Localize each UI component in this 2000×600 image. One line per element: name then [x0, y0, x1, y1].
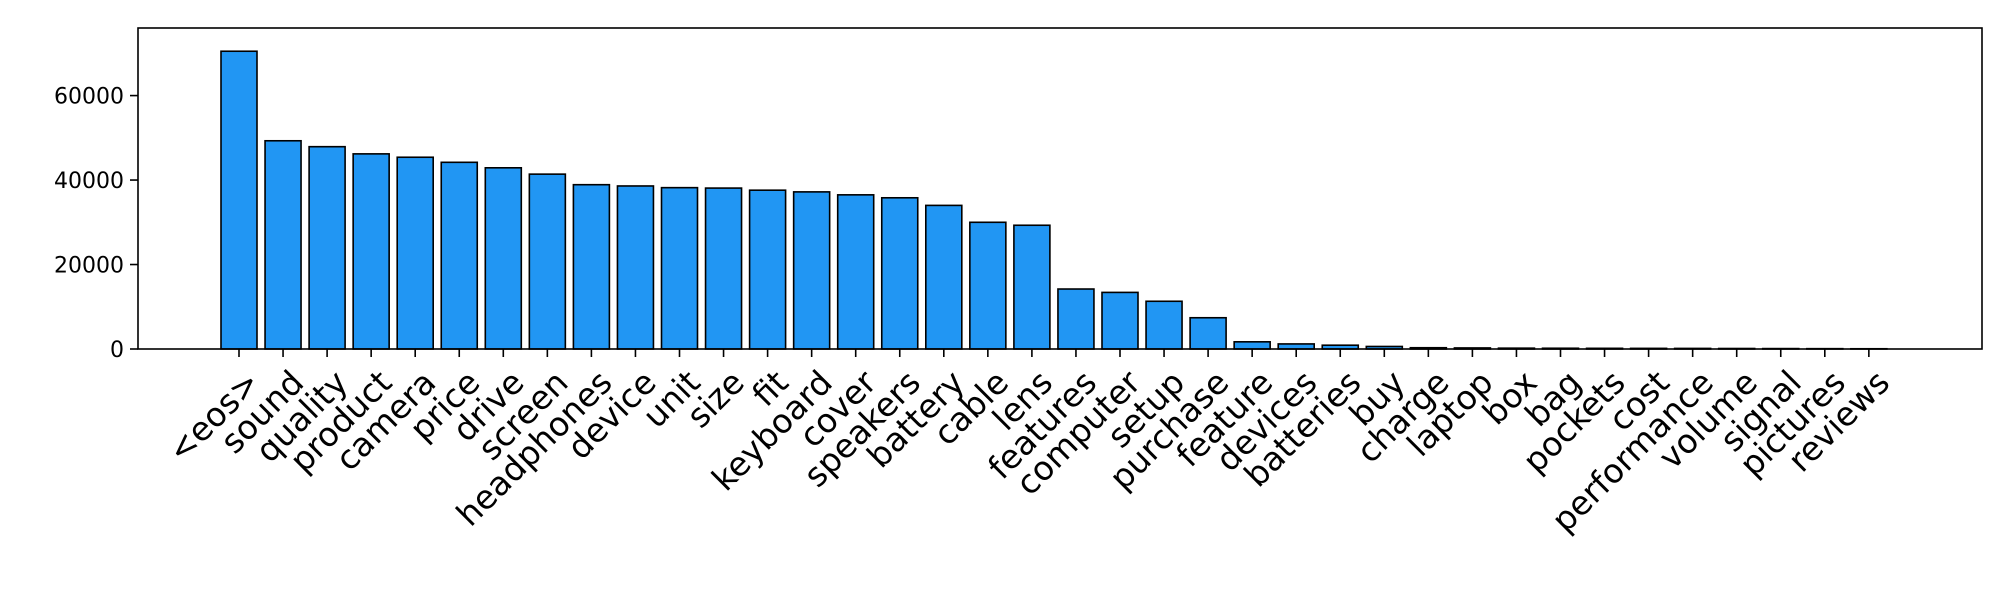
bar-lens [1013, 224, 1051, 350]
bar-cover [836, 194, 875, 350]
bars-group [220, 50, 1888, 350]
bar-unit [660, 186, 699, 350]
bar-purchase [1189, 316, 1227, 350]
bar-size [704, 187, 743, 350]
bar-battery [924, 204, 963, 350]
bar-fit [748, 189, 787, 350]
bar-speakers [880, 196, 919, 350]
bar-features [1057, 288, 1095, 350]
bar-camera [396, 156, 435, 350]
bar-setup [1145, 300, 1183, 350]
bar-cable [969, 221, 1007, 350]
bar-headphones [572, 183, 611, 350]
bar-keyboard [792, 191, 831, 350]
bar-<eos> [220, 50, 258, 350]
y-tick-label: 20000 [54, 254, 124, 279]
y-tick-label: 60000 [54, 85, 124, 110]
y-tick-label: 40000 [54, 169, 124, 194]
y-axis: 0 20000 40000 60000 [54, 85, 138, 363]
bar-product [352, 153, 390, 350]
plot-frame [137, 27, 1983, 350]
bar-sound [264, 139, 302, 350]
bar-feature [1233, 341, 1271, 350]
x-axis: <eos>soundqualityproductcamerapricedrive… [160, 349, 1897, 540]
bar-screen [528, 173, 567, 350]
bar-quality [308, 145, 346, 350]
bar-price [440, 161, 479, 350]
y-tick-label: 0 [110, 338, 124, 363]
bar-device [616, 185, 655, 350]
bar-drive [484, 167, 523, 350]
bar-computer [1101, 291, 1139, 350]
